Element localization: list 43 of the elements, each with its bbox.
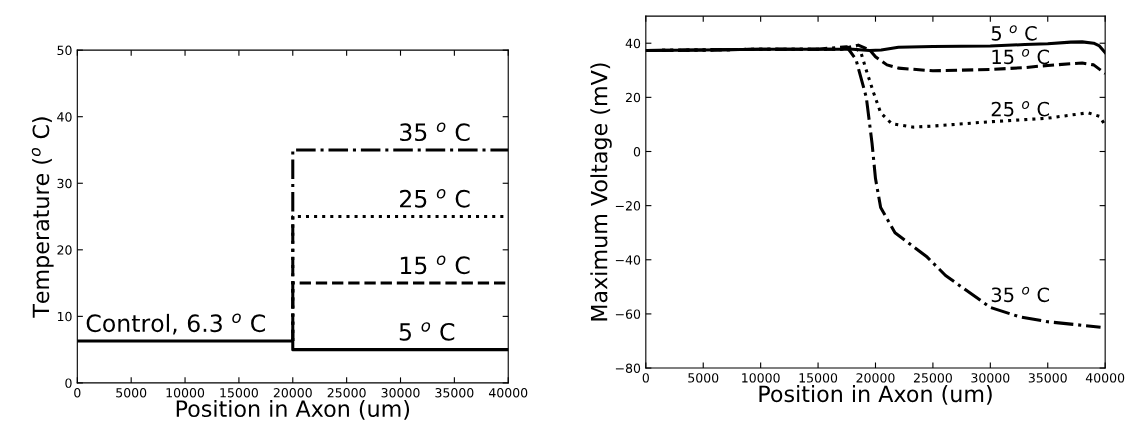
y-tick-label: 30 [57, 178, 72, 189]
y-tick-label: −80 [615, 363, 641, 373]
x-tick-label: 40000 [488, 388, 528, 398]
x-tick-label: 10000 [166, 388, 205, 398]
annotation: 35 $^{o}$ C [991, 286, 1049, 303]
y-axis-title: Temperature ($^{o}$ C) [31, 117, 54, 318]
y-axis-title: Maximum Voltage (mV) [590, 63, 612, 321]
x-axis-title: Position in Axon (um) [176, 399, 410, 420]
x-tick-label: 35000 [435, 388, 474, 398]
annotation: 15 $^{o}$ C [992, 48, 1049, 65]
y-tick-label: −40 [615, 255, 641, 265]
y-tick-label: 20 [625, 92, 641, 103]
x-tick-label: 5000 [688, 373, 719, 383]
x-axis-title: Position in Axon (um) [759, 385, 992, 405]
annotation: 5 $^{o}$ C [991, 25, 1037, 41]
y-tick-label: 50 [57, 45, 72, 56]
x-tick-label: 0 [74, 388, 81, 398]
annotation: 25 $^{o}$ C [400, 189, 470, 208]
y-tick-label: −20 [615, 201, 641, 211]
x-tick-label: 20000 [273, 388, 312, 398]
y-tick-label: −60 [615, 309, 641, 319]
x-tick-label: 15000 [220, 388, 258, 398]
x-tick-label: 10000 [742, 373, 780, 383]
y-tick-label: 20 [57, 245, 72, 255]
annotation: 25 $^{o}$ C [991, 101, 1049, 117]
annotation: 15 $^{o}$ C [400, 255, 470, 275]
x-tick-label: 5000 [116, 388, 147, 398]
x-tick-label: 20000 [856, 373, 895, 383]
x-tick-label: 25000 [913, 373, 952, 383]
x-tick-label: 15000 [799, 373, 838, 383]
annotation: Control, 6.3 $^{o}$ C [86, 313, 265, 335]
y-tick-label: 40 [625, 38, 641, 49]
annotation: 35 $^{o}$ C [400, 122, 470, 142]
x-tick-label: 0 [642, 373, 649, 383]
annotation: 5 $^{o}$ C [399, 322, 455, 341]
y-tick-label: 40 [57, 112, 72, 122]
x-tick-label: 40000 [1085, 373, 1125, 383]
y-tick-label: 10 [57, 311, 72, 322]
y-tick-label: 0 [633, 146, 641, 157]
x-tick-label: 30000 [381, 388, 420, 398]
x-tick-label: 30000 [971, 373, 1010, 383]
x-tick-label: 35000 [1028, 373, 1067, 383]
x-tick-label: 25000 [327, 388, 366, 398]
